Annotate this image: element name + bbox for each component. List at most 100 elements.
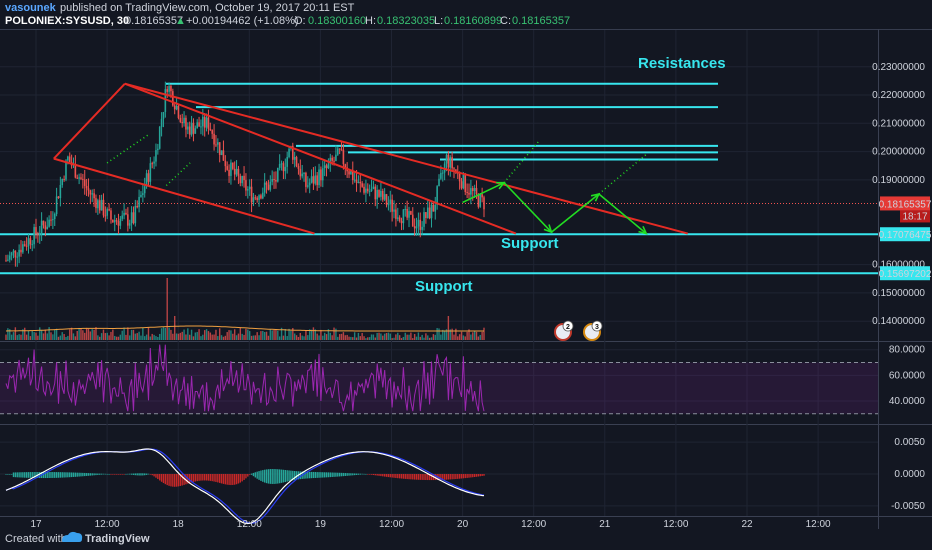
macd-histogram-bar xyxy=(262,470,264,482)
projection-arrows[interactable] xyxy=(106,133,648,235)
volume-bar xyxy=(224,335,227,340)
volume-bar xyxy=(16,335,18,340)
volume-bar xyxy=(252,335,255,340)
volume-bar xyxy=(387,332,390,340)
trendline[interactable] xyxy=(124,82,517,235)
volume-bar xyxy=(235,335,238,340)
volume-bar xyxy=(262,330,264,340)
volume-bar xyxy=(365,338,367,340)
macd-histogram-bar xyxy=(159,474,161,481)
candle-body xyxy=(404,209,407,211)
candle-body xyxy=(391,199,393,212)
macd-histogram-bar xyxy=(39,471,41,479)
volume-bar xyxy=(87,328,90,340)
macd-histogram-bar xyxy=(80,472,82,477)
projection-dotted[interactable] xyxy=(165,162,191,187)
volume-bar xyxy=(104,333,107,340)
volume-bar xyxy=(162,327,165,340)
candle-body xyxy=(128,223,131,226)
pane-divider-1 xyxy=(0,341,932,342)
volume-bar xyxy=(335,328,337,340)
trendlines[interactable] xyxy=(53,82,689,235)
volume-bar xyxy=(481,331,483,340)
label-support-upper[interactable]: Support xyxy=(501,235,559,252)
volume-bar xyxy=(5,334,7,340)
macd-histogram-bar xyxy=(464,474,466,479)
candle-body xyxy=(27,238,30,247)
candle-body xyxy=(110,210,112,220)
macd-histogram-bar xyxy=(307,471,309,479)
label-support-lower[interactable]: Support xyxy=(415,278,473,295)
volume-bar xyxy=(237,333,240,340)
candle-body xyxy=(55,196,58,214)
macd-histogram-bar xyxy=(44,471,47,479)
candle-body xyxy=(323,165,326,169)
event-badge-b[interactable]: 3 xyxy=(583,320,603,341)
macd-histogram-bar xyxy=(18,472,20,478)
candle-body xyxy=(321,168,324,181)
candle-body xyxy=(83,179,86,186)
candle-body xyxy=(42,220,45,226)
volume-bar xyxy=(258,335,260,340)
macd-histogram-bar xyxy=(93,473,95,476)
volume-bar xyxy=(357,332,360,340)
projection-arrow[interactable] xyxy=(503,182,553,233)
horizontal-levels[interactable] xyxy=(0,82,878,275)
macd-histogram-bar xyxy=(16,472,18,478)
macd-histogram-bar xyxy=(220,474,223,484)
macd-histogram-bar xyxy=(303,471,305,479)
macd-histogram-bar xyxy=(230,474,232,486)
trendline[interactable] xyxy=(53,83,126,160)
macd-histogram-bar xyxy=(138,473,140,476)
macd-histogram-bar xyxy=(323,472,326,478)
label-resistances[interactable]: Resistances xyxy=(638,55,726,72)
footer-brand: TradingView xyxy=(85,533,150,545)
volume-bar xyxy=(447,316,450,340)
macd-histogram-bar xyxy=(385,474,388,477)
volume-bar xyxy=(213,334,215,340)
macd-histogram-bar xyxy=(185,474,187,485)
candle-body xyxy=(419,219,422,230)
macd-histogram-bar xyxy=(382,474,384,477)
macd-histogram-bar xyxy=(100,473,103,475)
volume-bar xyxy=(271,330,273,340)
header-author[interactable]: vasounek xyxy=(5,2,57,14)
macd-histogram-bar xyxy=(196,474,198,482)
projection-dotted[interactable] xyxy=(106,133,149,164)
volume-bar xyxy=(108,335,110,340)
macd-histogram-bar xyxy=(290,470,292,481)
tradingview-logo[interactable]: TradingView xyxy=(62,531,150,545)
macd-histogram-bar xyxy=(57,472,60,478)
trendline[interactable] xyxy=(124,82,689,235)
volume-bar xyxy=(63,334,65,340)
volume-bar xyxy=(202,334,204,340)
macd-histogram-bar xyxy=(458,474,461,479)
candle-body xyxy=(149,163,152,182)
price-tick-label: 0.20000000 xyxy=(872,147,925,158)
macd-histogram-bar xyxy=(192,474,195,482)
macd-histogram-bar xyxy=(400,474,403,479)
trendline[interactable] xyxy=(53,157,315,235)
volume-bar xyxy=(382,335,384,340)
macd-histogram-bar xyxy=(318,472,320,478)
candle-body xyxy=(205,117,208,128)
event-badge-a[interactable]: 2 xyxy=(554,320,574,341)
projection-arrow[interactable] xyxy=(598,193,647,235)
projection-arrow[interactable] xyxy=(462,181,505,204)
volume-bar xyxy=(177,333,180,340)
candle-body xyxy=(280,163,283,165)
macd-histogram-bar xyxy=(97,473,99,475)
projection-arrow[interactable] xyxy=(550,193,600,233)
candle-body xyxy=(387,204,390,206)
candle-body xyxy=(18,249,20,257)
macd-histogram-bar xyxy=(22,472,24,478)
candle-body xyxy=(44,225,47,230)
macd-histogram-bar xyxy=(430,474,433,481)
header-symbol[interactable]: POLONIEX:SYSUSD, 30 xyxy=(5,15,129,27)
header-last-price: 0.18165357 xyxy=(125,15,183,27)
macd-histogram-bar xyxy=(370,474,373,475)
macd-histogram-bar xyxy=(367,474,369,475)
macd-histogram-bar xyxy=(340,472,343,477)
macd-histogram-bar xyxy=(466,474,468,478)
